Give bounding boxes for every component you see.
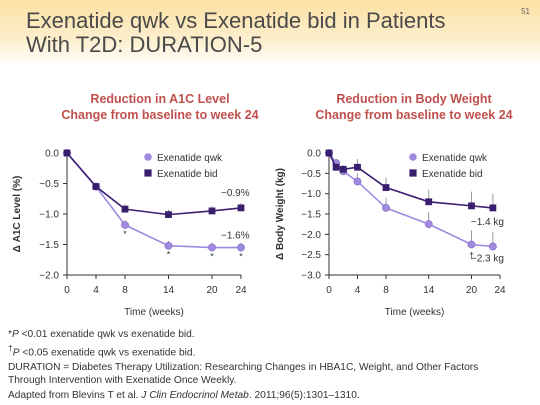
weight-x-axis-label: Time (weeks) [385,307,445,318]
a1c-significance-mark: * [210,252,214,262]
weight-legend-marker-qwk [409,153,417,161]
slide-title-line1: Exenatide qwk vs Exenatide bid in Patien… [26,8,446,33]
a1c-point-bid [208,207,216,215]
weight-x-tick-label: 4 [355,285,361,296]
weight-chart-title: Reduction in Body Weight Change from bas… [296,91,532,123]
footnote-p: P [12,346,20,358]
weight-x-tick-label: 8 [383,285,389,296]
a1c-legend-marker-bid [144,169,152,177]
footnote-text: <0.05 exenatide qwk vs exenatide bid. [19,346,196,358]
a1c-end-label-qwk: −1.6% [221,231,250,242]
a1c-legend-label-bid: Exenatide bid [157,169,218,180]
weight-point-bid [382,184,390,191]
weight-x-tick-label: 0 [326,285,332,296]
footnote-text: <0.01 exenatide qwk vs exenatide bid. [18,329,195,340]
weight-significance-mark: † [469,251,474,261]
weight-legend-label-qwk: Exenatide qwk [422,153,488,164]
source-suffix: . 2011;96(5):1301–1310. [248,390,360,402]
weight-legend-marker-bid [409,169,417,177]
footnote-significance-1: *P <0.01 exenatide qwk vs exenatide bid. [8,329,533,342]
a1c-x-tick-label: 8 [122,285,128,296]
weight-y-tick-label: −2.5 [301,250,321,261]
weight-y-tick-label: −1.5 [301,210,321,221]
a1c-legend-marker-qwk [144,153,152,161]
weight-legend-label-bid: Exenatide bid [422,169,483,180]
weight-y-tick-label: −3.0 [301,271,321,282]
weight-y-axis-label: Δ Body Weight (kg) [275,168,286,260]
source-journal: J Clin Endocrinol Metab [141,390,249,402]
a1c-point-qwk [237,243,245,252]
title-band [0,0,540,66]
a1c-point-qwk [164,241,173,250]
weight-point-bid [468,202,475,210]
a1c-point-bid [63,149,71,157]
weight-point-qwk [353,177,362,186]
weight-point-qwk [467,240,476,249]
weight-end-label-bid: −1.4 kg [471,217,504,228]
a1c-x-axis-label: Time (weeks) [124,307,184,318]
weight-chart-title-line2: Change from baseline to week 24 [315,108,513,122]
weight-point-qwk [382,203,390,212]
footnote-significance-2: †P <0.05 exenatide qwk vs exenatide bid. [8,342,533,360]
a1c-y-tick-label: −1.5 [39,240,59,251]
footnote-duration: DURATION = Diabetes Therapy Utilization:… [8,362,533,387]
a1c-point-bid [165,211,172,219]
a1c-chart-title-line2: Change from baseline to week 24 [61,108,259,122]
weight-point-bid [354,163,361,171]
a1c-y-axis-label: Δ A1C Level (%) [12,176,23,253]
weight-point-qwk [488,242,497,251]
weight-point-bid [425,198,433,206]
footnote-p: P [11,329,19,340]
a1c-x-tick-label: 4 [93,285,99,296]
a1c-significance-mark: * [123,229,127,239]
footnote-duration-line2: Through Intervention with Exenatide Once… [8,374,237,386]
weight-point-bid [339,165,347,173]
footnote-mark: † [8,342,13,353]
footnote-duration-line1: DURATION = Diabetes Therapy Utilization:… [8,362,479,374]
source-prefix: Adapted from Blevins T et al. [8,390,142,402]
a1c-y-tick-label: −2.0 [39,271,59,282]
a1c-x-tick-label: 0 [64,285,70,296]
weight-end-label-qwk: −2.3 kg [471,254,504,265]
a1c-end-label-bid: −0.9% [221,188,250,199]
weight-y-tick-label: −0.5 [301,169,321,180]
a1c-chart-title: Reduction in A1C Level Change from basel… [40,91,280,123]
a1c-point-bid [237,204,245,212]
a1c-point-bid [92,183,100,190]
footnote-source: Adapted from Blevins T et al. J Clin End… [8,390,533,403]
a1c-significance-mark: * [167,250,171,260]
weight-y-tick-label: −2.0 [301,230,321,241]
weight-x-tick-label: 20 [466,285,478,296]
a1c-series-line-bid [66,152,242,216]
footnote-mark: * [8,329,12,340]
a1c-chart-title-line1: Reduction in A1C Level [90,92,230,106]
a1c-point-qwk [121,221,129,229]
a1c-y-tick-label: 0.0 [45,149,59,160]
slide-title-line2: With T2D: DURATION-5 [26,32,263,57]
weight-point-bid [325,149,333,157]
a1c-significance-mark: * [239,252,243,262]
weight-y-tick-label: −1.0 [301,189,321,200]
a1c-x-tick-label: 24 [235,285,247,296]
slide-title: Exenatide qwk vs Exenatide bid in Patien… [26,9,506,57]
weight-point-bid [489,204,497,212]
weight-x-tick-label: 14 [423,285,435,296]
a1c-legend-label-qwk: Exenatide qwk [157,153,223,164]
weight-x-tick-label: 24 [494,285,506,296]
weight-chart-title-line1: Reduction in Body Weight [336,92,492,106]
weight-y-tick-label: 0.0 [307,149,321,160]
a1c-point-qwk [208,243,216,252]
slide-number: 51 [521,7,530,16]
a1c-y-tick-label: −0.5 [39,179,59,190]
footnotes: *P <0.01 exenatide qwk vs exenatide bid.… [8,329,533,403]
weight-point-bid [332,163,340,171]
a1c-point-bid [121,205,129,213]
a1c-x-tick-label: 14 [163,285,175,296]
weight-point-qwk [424,220,433,229]
a1c-y-tick-label: −1.0 [39,210,59,221]
a1c-x-tick-label: 20 [206,285,218,296]
